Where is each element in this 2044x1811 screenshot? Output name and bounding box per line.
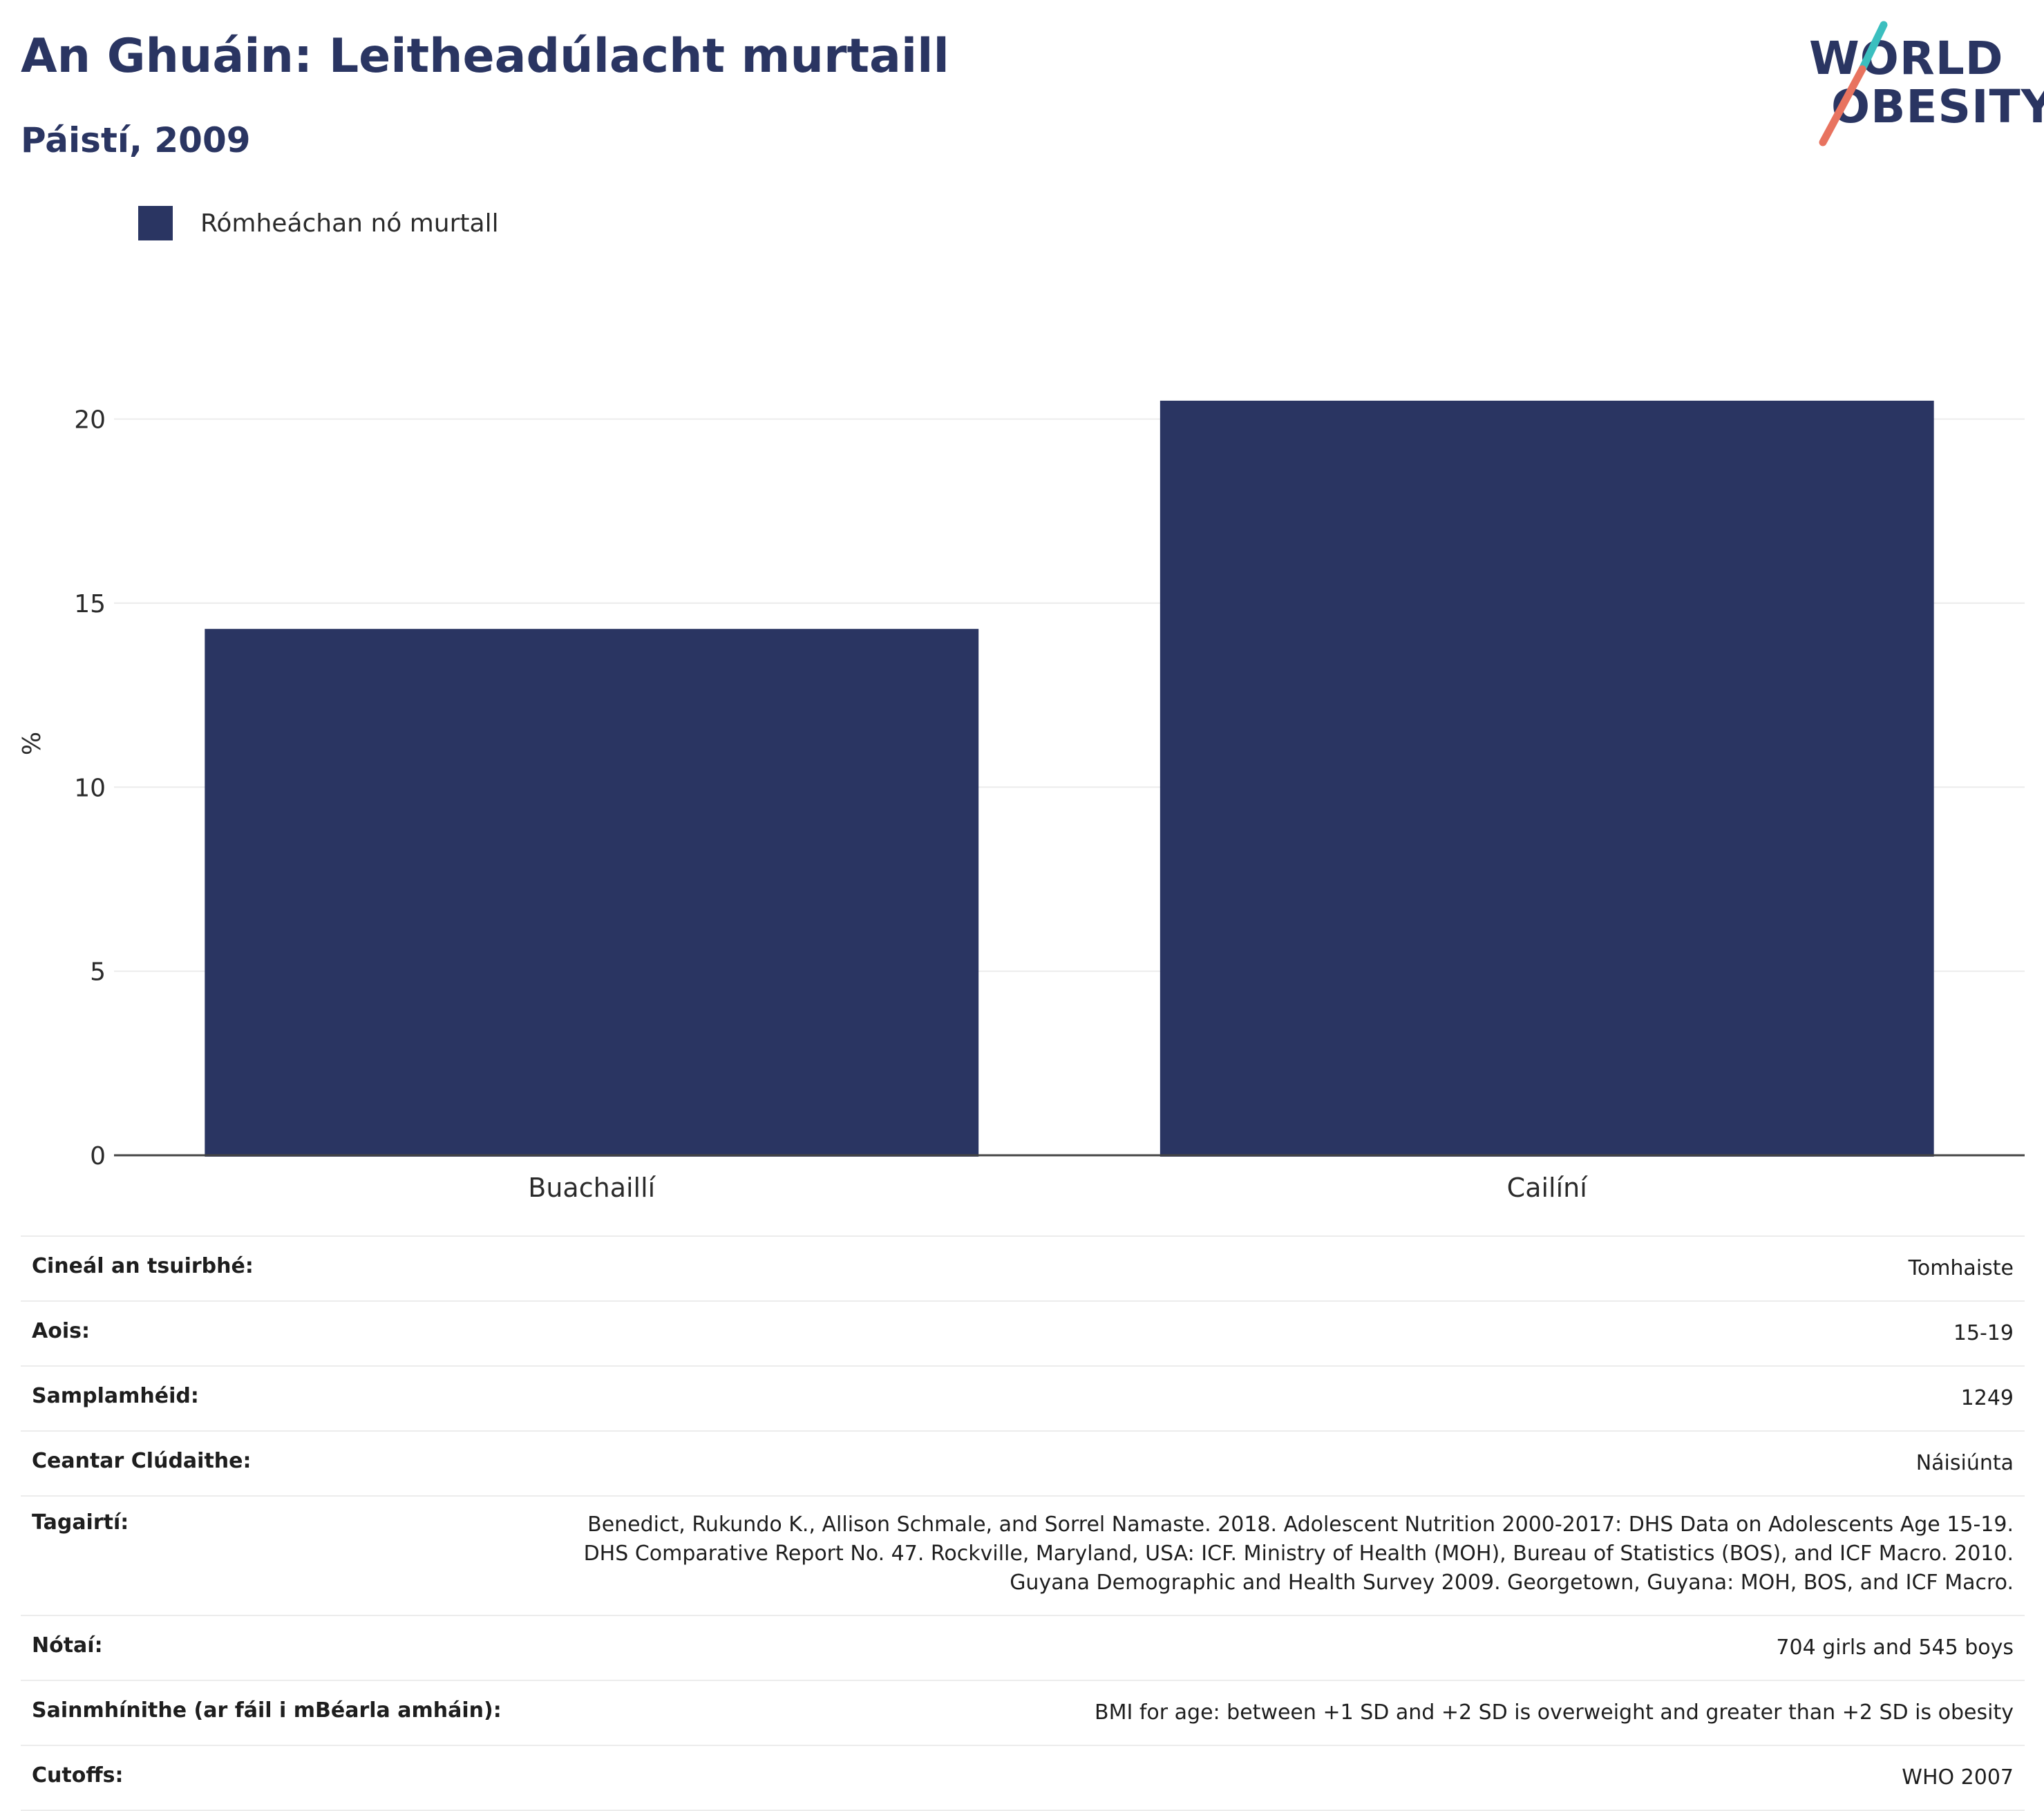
bar-chart: 0 5 10 15 20 Buachaillí Cailíní %: [18, 400, 2025, 1203]
y-tick-label: 0: [90, 1142, 106, 1170]
metadata-key: Sainmhínithe (ar fáil i mBéarla amháin):: [32, 1698, 502, 1723]
world-obesity-logo: WORLD OBESITY: [1797, 19, 2044, 151]
metadata-row: Sainmhínithe (ar fáil i mBéarla amháin):…: [21, 1681, 2025, 1746]
metadata-key: Samplamhéid:: [32, 1384, 199, 1408]
metadata-value: BMI for age: between +1 SD and +2 SD is …: [1095, 1700, 2014, 1725]
legend-label: Rómheáchan nó murtall: [200, 209, 499, 238]
metadata-key: Tagairtí:: [32, 1510, 129, 1535]
bar-girls: [1160, 400, 1934, 1157]
metadata-value: Tomhaiste: [1908, 1256, 2014, 1280]
chart-title: An Ghuáin: Leitheadúlacht murtaill: [21, 29, 949, 84]
metadata-value: Benedict, Rukundo K., Allison Schmale, a…: [583, 1513, 2014, 1595]
metadata-row: Nótaí: 704 girls and 545 boys: [21, 1616, 2025, 1681]
logo-line-1: WORLD: [1809, 32, 2004, 85]
metadata-value: 15-19: [1953, 1321, 2014, 1345]
chart-subtitle: Páistí, 2009: [21, 120, 251, 160]
metadata-key: Ceantar Clúdaithe:: [32, 1449, 252, 1473]
x-axis-ticks: Buachaillí Cailíní: [528, 1173, 1588, 1203]
legend-swatch: [138, 206, 173, 240]
metadata-row: Ceantar Clúdaithe: Náisiúnta: [21, 1432, 2025, 1497]
metadata-row: Tagairtí: Benedict, Rukundo K., Allison S…: [21, 1497, 2025, 1616]
metadata-value: WHO 2007: [1902, 1765, 2014, 1790]
metadata-key: Cutoffs:: [32, 1763, 124, 1788]
metadata-key: Nótaí:: [32, 1633, 103, 1658]
y-tick-label: 10: [74, 774, 106, 802]
metadata-key: Cineál an tsuirbhé:: [32, 1254, 254, 1278]
y-tick-label: 5: [90, 958, 106, 987]
metadata-table: Cineál an tsuirbhé: Tomhaiste Aois: 15-19 Sa…: [21, 1235, 2025, 1811]
logo-line-2: OBESITY: [1831, 80, 2044, 133]
metadata-row: Samplamhéid: 1249: [21, 1367, 2025, 1432]
metadata-row: Cineál an tsuirbhé: Tomhaiste: [21, 1237, 2025, 1302]
bar-boys: [205, 629, 979, 1157]
y-tick-label: 20: [74, 406, 106, 435]
x-tick-label: Buachaillí: [528, 1173, 656, 1203]
chart-legend: Rómheáchan nó murtall: [138, 206, 499, 240]
metadata-value: 1249: [1960, 1386, 2014, 1410]
metadata-row: Aois: 15-19: [21, 1302, 2025, 1367]
metadata-key: Aois:: [32, 1319, 90, 1343]
y-tick-label: 15: [74, 590, 106, 618]
y-axis-ticks: 0 5 10 15 20: [74, 406, 106, 1170]
metadata-value: 704 girls and 545 boys: [1776, 1635, 2014, 1660]
y-axis-label: %: [18, 732, 46, 755]
metadata-value: Náisiúnta: [1915, 1451, 2014, 1475]
metadata-row: Cutoffs: WHO 2007: [21, 1746, 2025, 1811]
x-tick-label: Cailíní: [1507, 1173, 1589, 1203]
logo-slash-icon: [1819, 21, 1888, 146]
chart-bars: [205, 400, 1934, 1157]
